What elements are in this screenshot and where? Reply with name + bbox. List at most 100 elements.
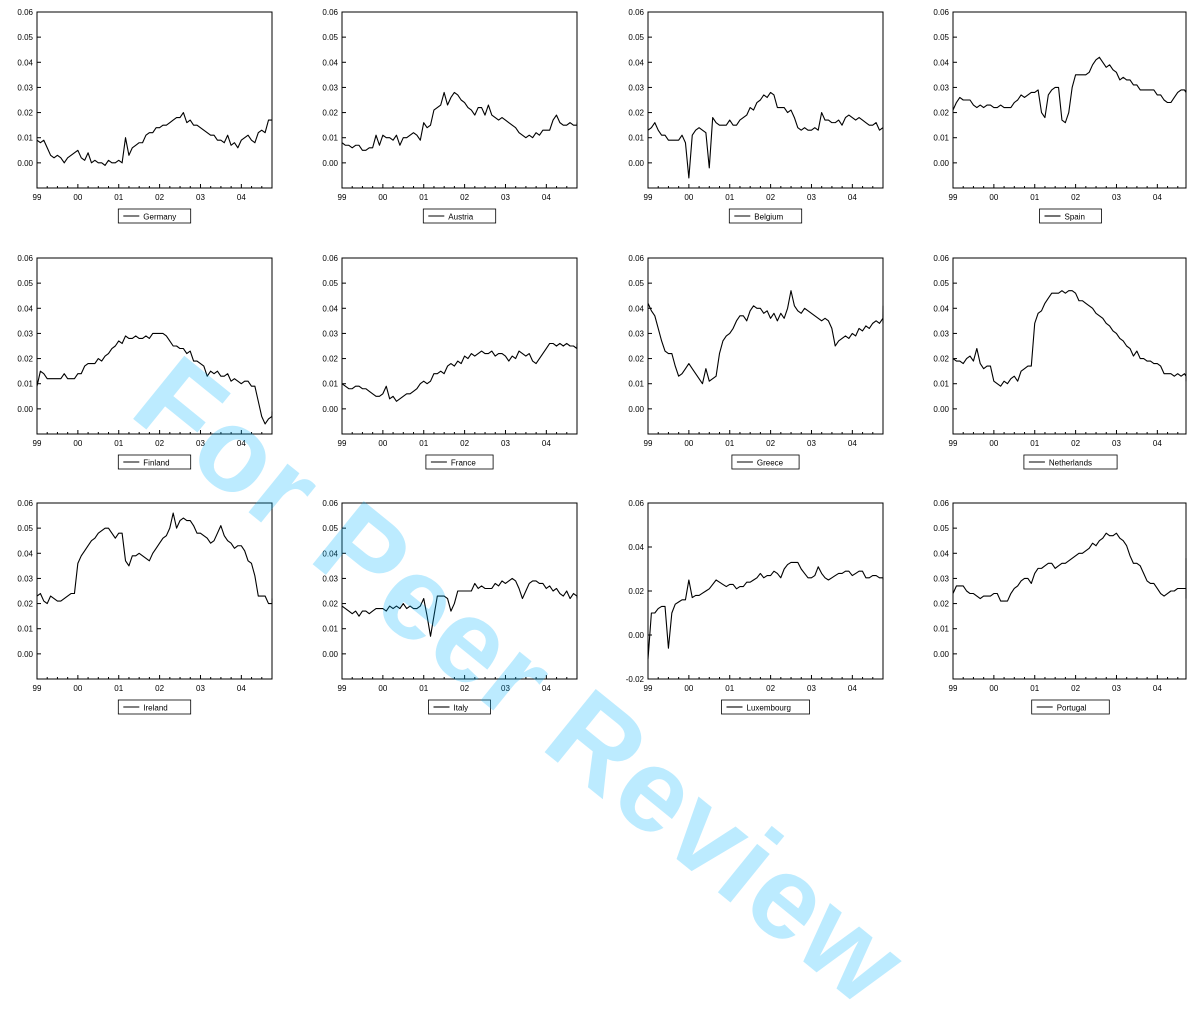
x-tick-label: 00	[989, 193, 998, 202]
x-tick-label: 00	[378, 439, 387, 448]
x-tick-label: 04	[1153, 439, 1162, 448]
y-tick-label: 0.04	[628, 304, 644, 313]
y-tick-label: 0.03	[322, 574, 338, 583]
x-tick-label: 01	[725, 684, 734, 693]
x-tick-label: 02	[766, 193, 775, 202]
legend-label: Belgium	[754, 213, 783, 222]
y-tick-label: 0.05	[322, 33, 338, 42]
y-tick-label: 0.03	[628, 329, 644, 338]
legend-germany: Germany	[117, 208, 192, 224]
y-tick-label: 0.02	[933, 355, 949, 364]
x-tick-label: 03	[501, 439, 510, 448]
x-tick-label: 00	[684, 439, 693, 448]
legend-box	[1031, 699, 1110, 715]
x-tick-label: 03	[196, 439, 205, 448]
x-tick-label: 00	[989, 439, 998, 448]
legend-france: France	[425, 454, 494, 470]
y-tick-label: 0.00	[628, 631, 644, 640]
y-tick-label: 0.04	[17, 304, 33, 313]
y-tick-label: 0.01	[933, 380, 949, 389]
x-tick-label: 01	[1030, 193, 1039, 202]
panel-france: 0.00 0.01 0.02 0.03 0.04 0.05 0.06 99 00 01 02 03 04…	[322, 254, 578, 470]
x-tick-label: 02	[1071, 684, 1080, 693]
series-line-spain	[952, 56, 1187, 124]
y-tick-label: 0.05	[17, 279, 33, 288]
panel-italy: 0.00 0.01 0.02 0.03 0.04 0.05 0.06 99 00 01 02 03 04…	[322, 499, 578, 715]
legend-label: Austria	[448, 213, 473, 222]
legend-label: France	[451, 459, 476, 468]
legend-belgium: Belgium	[728, 208, 803, 224]
y-tick-label: 0.04	[322, 58, 338, 67]
x-tick-label: 99	[338, 439, 347, 448]
y-tick-label: 0.06	[628, 499, 644, 508]
legend-label: Germany	[143, 213, 176, 222]
x-tick-label: 02	[155, 439, 164, 448]
y-tick-label: 0.01	[17, 380, 33, 389]
x-tick-label: 03	[807, 193, 816, 202]
y-tick-label: 0.05	[628, 279, 644, 288]
y-tick-label: 0.00	[933, 650, 949, 659]
x-tick-label: 03	[1112, 684, 1121, 693]
legend-label: Finland	[143, 459, 169, 468]
x-tick-label: 03	[501, 193, 510, 202]
legend-label: Luxembourg	[747, 704, 791, 713]
y-tick-label: 0.04	[628, 543, 644, 552]
y-tick-label: 0.03	[322, 83, 338, 92]
x-tick-label: 99	[949, 193, 958, 202]
y-tick-label: 0.00	[17, 159, 33, 168]
legend-box	[1039, 208, 1102, 224]
legend-label: Spain	[1065, 213, 1085, 222]
y-tick-label: 0.01	[933, 625, 949, 634]
plot-frame	[647, 502, 884, 680]
x-tick-label: 01	[419, 439, 428, 448]
x-tick-label: 00	[684, 193, 693, 202]
legend-box	[117, 699, 192, 715]
series-line-netherlands	[952, 290, 1187, 387]
plot-frame	[952, 502, 1187, 680]
x-tick-label: 99	[949, 439, 958, 448]
y-tick-label: 0.04	[933, 304, 949, 313]
x-tick-label: 00	[73, 684, 82, 693]
y-tick-label: 0.05	[933, 279, 949, 288]
legend-box	[117, 454, 192, 470]
y-tick-label: 0.06	[628, 8, 644, 17]
y-tick-label: 0.02	[17, 355, 33, 364]
legend-label: Netherlands	[1049, 459, 1092, 468]
legend-label: Italy	[454, 704, 469, 713]
y-tick-label: 0.06	[17, 499, 33, 508]
y-tick-label: 0.00	[17, 405, 33, 414]
y-tick-label: 0.06	[322, 499, 338, 508]
y-tick-label: 0.02	[322, 600, 338, 609]
y-tick-label: 0.01	[628, 380, 644, 389]
plot-frame	[341, 502, 578, 680]
legend-box	[731, 454, 800, 470]
x-tick-label: 99	[33, 439, 42, 448]
plot-frame	[36, 11, 273, 189]
legend-box	[117, 208, 192, 224]
series-line-italy	[341, 577, 578, 637]
x-tick-label: 04	[237, 439, 246, 448]
x-tick-label: 02	[460, 684, 469, 693]
y-tick-label: 0.02	[17, 109, 33, 118]
x-tick-label: 02	[766, 684, 775, 693]
x-tick-label: 04	[542, 193, 551, 202]
y-tick-label: 0.00	[322, 650, 338, 659]
panel-spain: 0.00 0.01 0.02 0.03 0.04 0.05 0.06 99 00 01 02 03 04…	[933, 8, 1187, 224]
x-tick-label: 04	[848, 439, 857, 448]
x-tick-label: 03	[501, 684, 510, 693]
plot-frame	[36, 502, 273, 680]
y-tick-label: 0.04	[17, 549, 33, 558]
x-tick-label: 02	[155, 684, 164, 693]
panel-belgium: 0.00 0.01 0.02 0.03 0.04 0.05 0.06 99 00 01 02 03 04…	[628, 8, 884, 224]
x-tick-label: 99	[33, 684, 42, 693]
legend-portugal: Portugal	[1031, 699, 1110, 715]
x-tick-label: 00	[378, 684, 387, 693]
y-tick-label: 0.04	[322, 549, 338, 558]
x-tick-label: 02	[460, 193, 469, 202]
series-line-france	[341, 342, 578, 402]
x-tick-label: 03	[1112, 193, 1121, 202]
legend-label: Ireland	[143, 704, 167, 713]
x-tick-label: 00	[378, 193, 387, 202]
legend-italy: Italy	[428, 699, 491, 715]
panel-greece: 0.00 0.01 0.02 0.03 0.04 0.05 0.06 99 00 01 02 03 04…	[628, 254, 884, 470]
